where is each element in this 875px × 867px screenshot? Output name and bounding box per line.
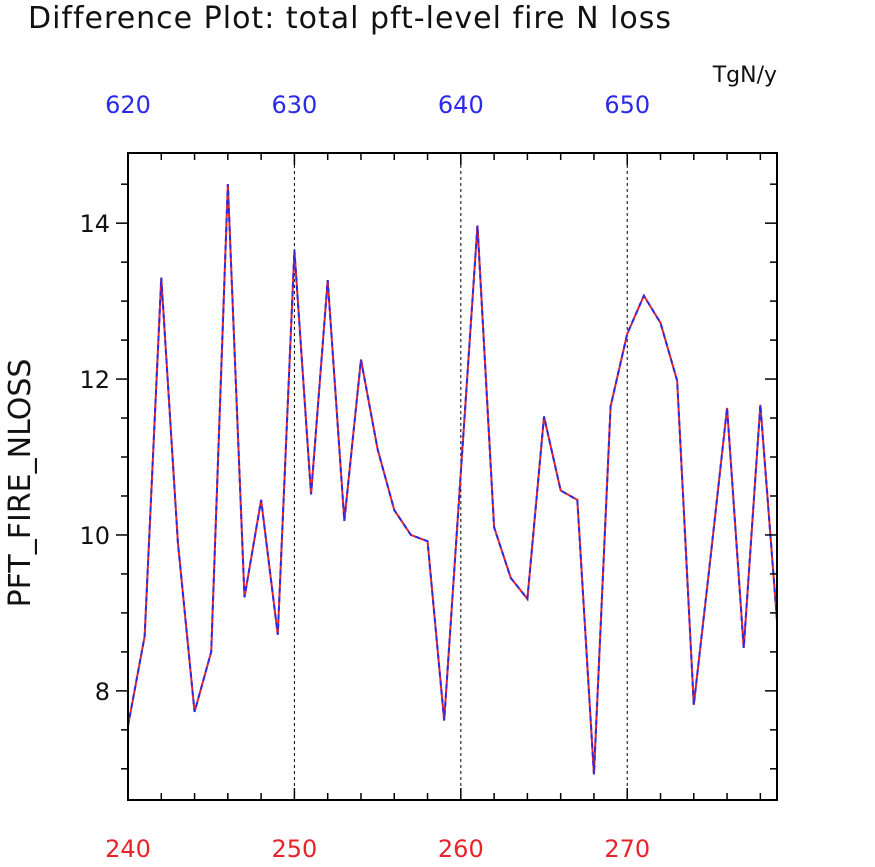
- x-tick-label-bottom: 250: [272, 835, 318, 862]
- x-tick-label-bottom: 260: [438, 835, 484, 862]
- y-axis-label: PFT_FIRE_NLOSS: [3, 359, 38, 608]
- y-tick-label: 8: [95, 678, 110, 706]
- x-tick-label-top: 630: [272, 91, 318, 119]
- x-tick-label-bottom: 270: [604, 835, 650, 862]
- x-tick-label-top: 640: [438, 91, 484, 119]
- y-tick-label: 14: [79, 210, 110, 238]
- x-tick-label-bottom: 240: [105, 835, 151, 862]
- ticks-layer: [116, 153, 777, 800]
- plot-frame: [127, 152, 778, 801]
- units-label: TgN/y: [712, 63, 777, 88]
- x-tick-label-top: 650: [604, 91, 650, 119]
- tick-labels-layer: 8 10 12 14 240 250 260 270 620 630 640 650: [79, 91, 650, 863]
- y-tick-label: 10: [79, 522, 110, 550]
- chart-title: Difference Plot: total pft-level fire N …: [28, 1, 672, 36]
- y-tick-label: 12: [79, 366, 110, 394]
- x-tick-label-top: 620: [105, 91, 151, 119]
- series-line: [127, 184, 778, 775]
- series-layer: [127, 184, 778, 775]
